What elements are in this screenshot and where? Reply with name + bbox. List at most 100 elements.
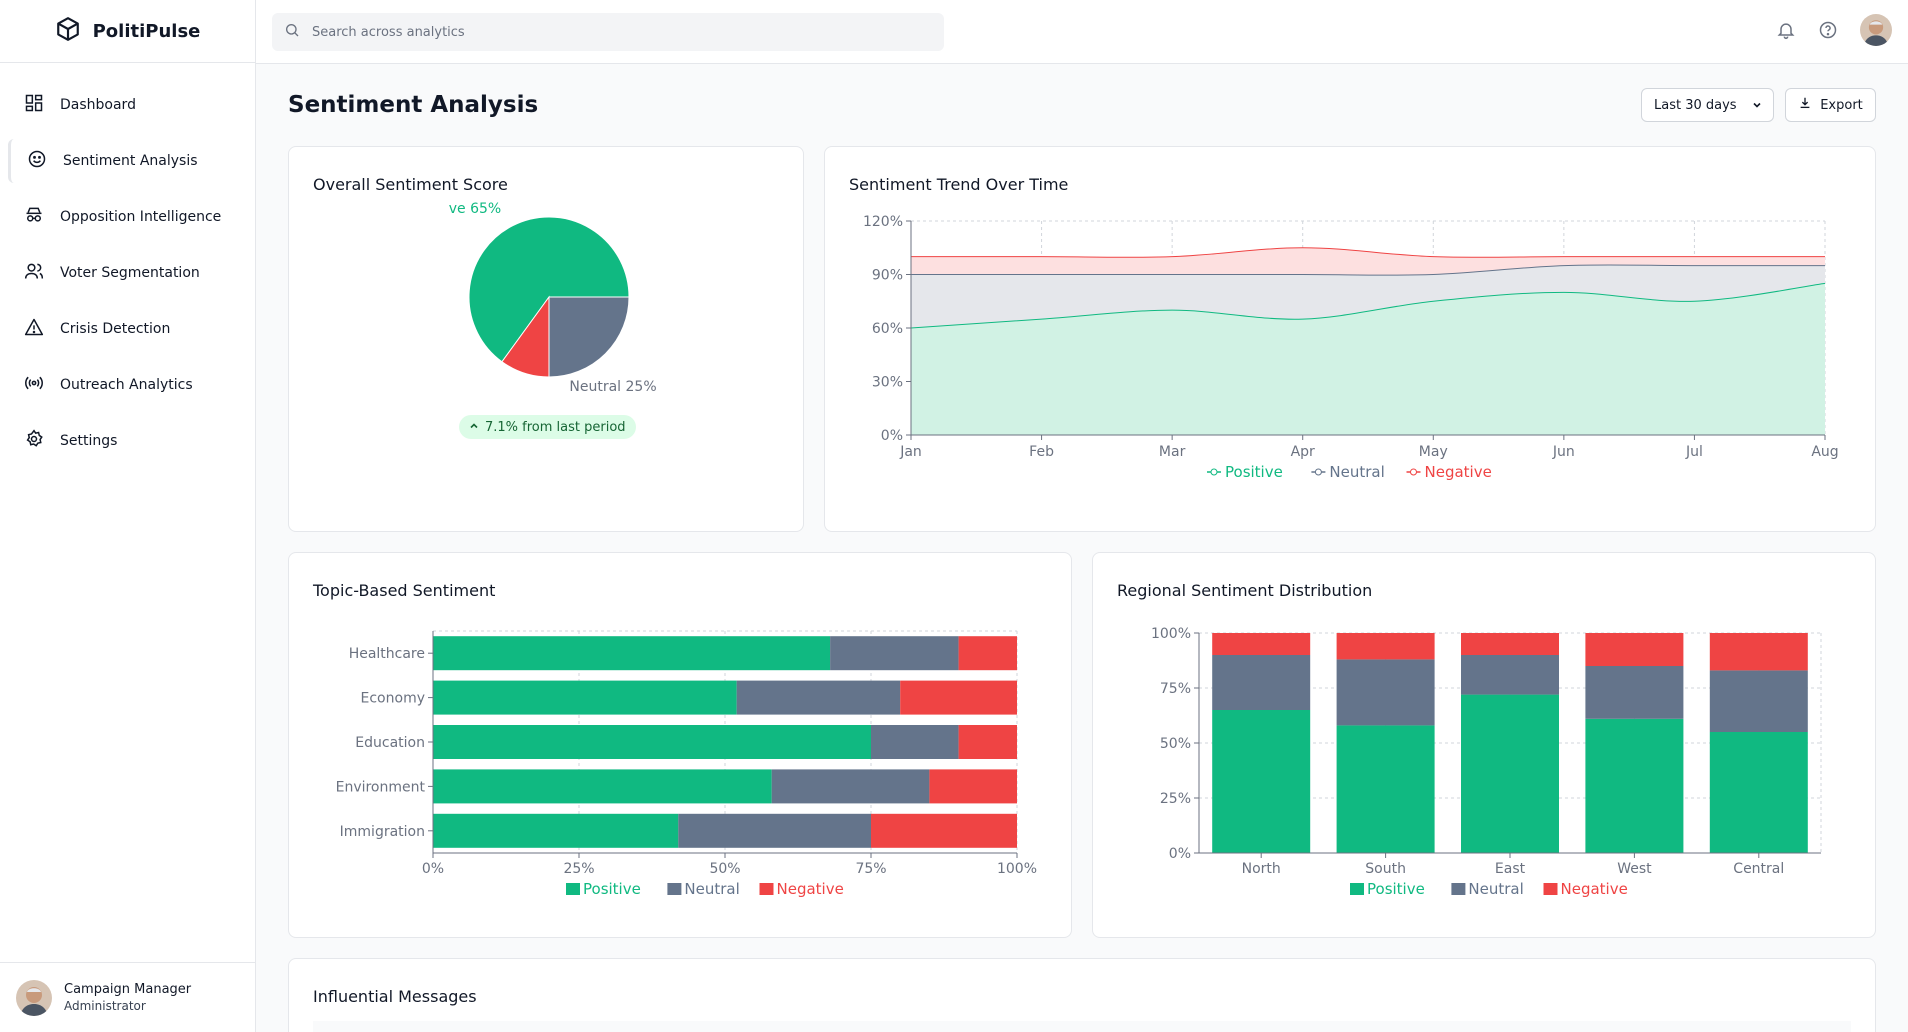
bar-west-positive[interactable] [1585, 718, 1684, 853]
legend-item-positive[interactable]: Positive [1225, 463, 1283, 481]
download-icon [1798, 96, 1812, 114]
pie-slice-neutral[interactable] [548, 296, 630, 378]
x-tick-label: West [1617, 861, 1652, 877]
bar-education-positive[interactable] [433, 725, 871, 759]
sidebar-item-settings[interactable]: Settings [10, 419, 255, 463]
bar-environment-positive[interactable] [433, 769, 772, 804]
smile-icon [27, 149, 47, 173]
bar-south-negative[interactable] [1336, 633, 1435, 660]
y-tick-label: 120% [863, 214, 903, 230]
y-tick-label: Environment [336, 779, 426, 795]
bar-healthcare-neutral[interactable] [830, 636, 959, 671]
y-tick-label: Immigration [340, 824, 425, 840]
influential-messages-card: Influential Messages [288, 958, 1876, 1032]
bar-north-negative[interactable] [1212, 633, 1311, 655]
bar-east-negative[interactable] [1461, 633, 1559, 655]
topbar [256, 0, 1908, 64]
warning-icon [24, 317, 44, 341]
search-input[interactable] [312, 24, 912, 40]
x-tick-label: Mar [1159, 444, 1186, 460]
pie-label-neutral: Neutral 25% [569, 379, 656, 395]
export-button[interactable]: Export [1785, 88, 1876, 122]
bar-central-neutral[interactable] [1709, 670, 1808, 732]
series-line-negative[interactable] [911, 247, 1825, 258]
help-icon[interactable] [1818, 20, 1838, 40]
overall-sentiment-card: Overall Sentiment Score ve 65% Neutral 2… [288, 146, 804, 532]
legend-item-negative[interactable]: Negative [777, 880, 844, 898]
bar-east-neutral[interactable] [1461, 655, 1559, 695]
bar-education-negative[interactable] [958, 725, 1017, 759]
cube-logo-icon [55, 16, 81, 46]
legend-swatch [1543, 883, 1558, 895]
legend-item-neutral[interactable]: Neutral [1329, 463, 1384, 481]
x-tick-label: South [1365, 861, 1406, 877]
x-tick-label: 0% [422, 861, 444, 877]
bar-north-neutral[interactable] [1212, 655, 1311, 710]
bar-immigration-neutral[interactable] [678, 813, 871, 848]
legend-swatch [1350, 883, 1364, 895]
legend-item-negative[interactable]: Negative [1425, 463, 1492, 481]
y-tick-label: 0% [881, 428, 903, 444]
bar-healthcare-negative[interactable] [958, 636, 1017, 671]
legend-item-neutral[interactable]: Neutral [684, 880, 739, 898]
sidebar-item-voter-segmentation[interactable]: Voter Segmentation [10, 251, 255, 295]
bar-immigration-negative[interactable] [871, 813, 1017, 848]
legend-item-positive[interactable]: Positive [583, 880, 641, 898]
regional-sentiment-chart: 0% 25% 50% 75% 100% North South East West Central… [1151, 626, 1822, 898]
messages-list [313, 1021, 1851, 1032]
legend-item-positive[interactable]: Positive [1367, 880, 1425, 898]
trend-legend: Positive Neutral Negative [1207, 463, 1492, 481]
bar-environment-neutral[interactable] [771, 769, 930, 804]
brand[interactable]: PolitiPulse [0, 0, 255, 63]
x-tick-label: 75% [855, 861, 886, 877]
bar-immigration-positive[interactable] [433, 813, 679, 848]
card-title: Regional Sentiment Distribution [1117, 581, 1373, 600]
bar-education-neutral[interactable] [871, 725, 959, 759]
bar-north-positive[interactable] [1212, 710, 1311, 853]
bar-economy-positive[interactable] [433, 680, 737, 715]
bar-west-neutral[interactable] [1585, 666, 1684, 719]
search-box[interactable] [272, 13, 944, 51]
legend-swatch [759, 883, 774, 895]
bar-central-negative[interactable] [1709, 633, 1808, 671]
bar-south-neutral[interactable] [1336, 659, 1435, 726]
bar-central-positive[interactable] [1709, 732, 1808, 853]
sentiment-trend-card: Sentiment Trend Over Time 0% 30% 60% 90% 120… [824, 146, 1876, 532]
bar-environment-negative[interactable] [929, 769, 1017, 804]
legend-marker [1410, 468, 1417, 476]
card-title: Influential Messages [313, 987, 477, 1006]
date-range-select[interactable]: Last 30 days [1641, 88, 1774, 122]
sidebar-item-dashboard[interactable]: Dashboard [10, 83, 255, 127]
bar-west-negative[interactable] [1585, 633, 1684, 666]
y-tick-label: 50% [1160, 736, 1191, 752]
sidebar-item-label: Voter Segmentation [60, 265, 200, 281]
sidebar-item-label: Outreach Analytics [60, 377, 193, 393]
legend-item-negative[interactable]: Negative [1561, 880, 1628, 898]
series-line-neutral[interactable] [911, 264, 1825, 276]
legend-item-neutral[interactable]: Neutral [1468, 880, 1523, 898]
sidebar-item-crisis-detection[interactable]: Crisis Detection [10, 307, 255, 351]
x-tick-label: 25% [563, 861, 594, 877]
bar-economy-negative[interactable] [900, 680, 1017, 715]
bell-icon[interactable] [1776, 20, 1796, 40]
bar-economy-neutral[interactable] [736, 680, 901, 715]
regional-sentiment-card: Regional Sentiment Distribution 0% 25% 50%… [1092, 552, 1876, 938]
area-positive [911, 283, 1825, 435]
bar-healthcare-positive[interactable] [433, 636, 831, 671]
y-tick-label: Healthcare [349, 646, 425, 662]
x-tick-label: 100% [997, 861, 1037, 877]
sidebar-item-label: Crisis Detection [60, 321, 171, 337]
sidebar-item-opposition-intelligence[interactable]: Opposition Intelligence [10, 195, 255, 239]
x-tick-label: Aug [1811, 444, 1838, 460]
bar-east-positive[interactable] [1461, 694, 1559, 853]
y-tick-label: Education [355, 735, 425, 751]
bar-south-positive[interactable] [1336, 725, 1435, 853]
user-profile[interactable]: Campaign Manager Administrator [0, 962, 256, 1032]
pie-slice-negative[interactable] [501, 295, 550, 378]
sidebar-item-sentiment-analysis[interactable]: Sentiment Analysis [8, 139, 255, 183]
pie-slice-positive[interactable] [468, 216, 630, 363]
sidebar-item-outreach-analytics[interactable]: Outreach Analytics [10, 363, 255, 407]
app-name: PolitiPulse [92, 20, 201, 42]
series-line-positive[interactable] [910, 282, 1826, 329]
avatar[interactable] [1860, 14, 1892, 46]
